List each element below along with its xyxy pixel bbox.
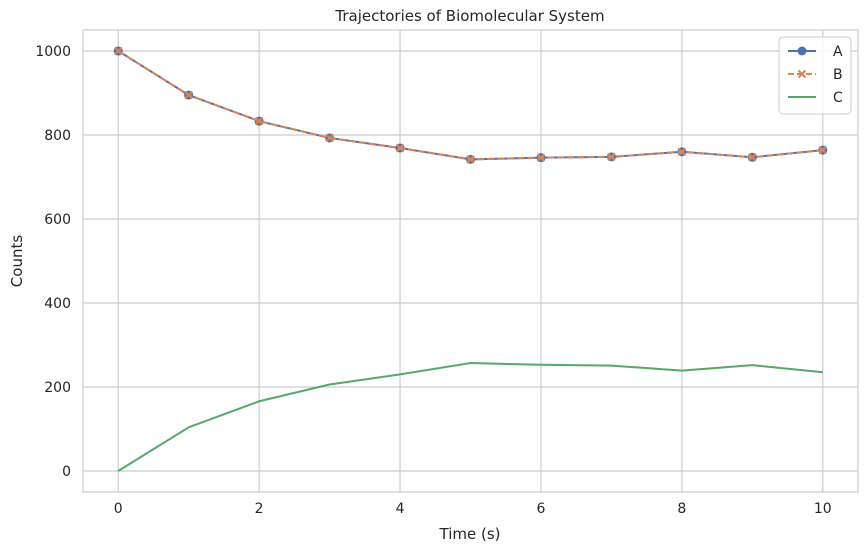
x-tick-label: 4 xyxy=(396,501,405,517)
series-b-point xyxy=(748,153,757,162)
series-b-point xyxy=(325,133,334,143)
series-c-line xyxy=(117,362,823,472)
series-b-point xyxy=(536,153,546,162)
y-axis-label: Counts xyxy=(8,235,26,288)
legend: ABC xyxy=(778,36,852,115)
legend-marker-b xyxy=(797,69,807,79)
series-b-point xyxy=(607,152,616,162)
legend-item-b: B xyxy=(788,67,843,83)
x-tick-label: 2 xyxy=(255,501,264,517)
series-lines xyxy=(113,46,828,472)
y-tick-label: 200 xyxy=(44,380,71,396)
legend-marker-a xyxy=(797,46,807,56)
y-tick-label: 1000 xyxy=(35,44,71,60)
series-b-point xyxy=(818,145,827,155)
series-b-point xyxy=(254,116,264,126)
x-axis-label: Time (s) xyxy=(439,525,501,543)
legend-label-a: A xyxy=(833,44,843,60)
series-b-point xyxy=(466,155,475,164)
chart-title: Trajectories of Biomolecular System xyxy=(334,7,604,25)
x-tick-label: 6 xyxy=(536,501,545,517)
series-b-point xyxy=(677,147,687,157)
x-tick-label: 0 xyxy=(114,501,123,517)
series-b xyxy=(114,46,827,164)
x-tick-label: 8 xyxy=(677,501,686,517)
y-tick-label: 400 xyxy=(44,296,71,312)
legend-item-c: C xyxy=(788,90,843,106)
x-tick-label: 10 xyxy=(814,501,832,517)
series-c xyxy=(117,362,823,472)
series-b-point xyxy=(395,143,405,153)
plot-area-frame xyxy=(82,29,859,493)
legend-item-a: A xyxy=(788,44,843,60)
legend-box xyxy=(778,36,852,115)
series-b-point xyxy=(114,46,123,56)
series-b-point xyxy=(184,90,193,100)
y-tick-label: 0 xyxy=(62,464,71,480)
legend-label-c: C xyxy=(833,90,843,106)
y-tick-label: 600 xyxy=(44,212,71,228)
tick-labels: 0 2 4 6 8 10 0 200 400 600 800 1000 xyxy=(35,44,831,517)
legend-label-b: B xyxy=(833,67,843,83)
y-tick-label: 800 xyxy=(44,128,71,144)
